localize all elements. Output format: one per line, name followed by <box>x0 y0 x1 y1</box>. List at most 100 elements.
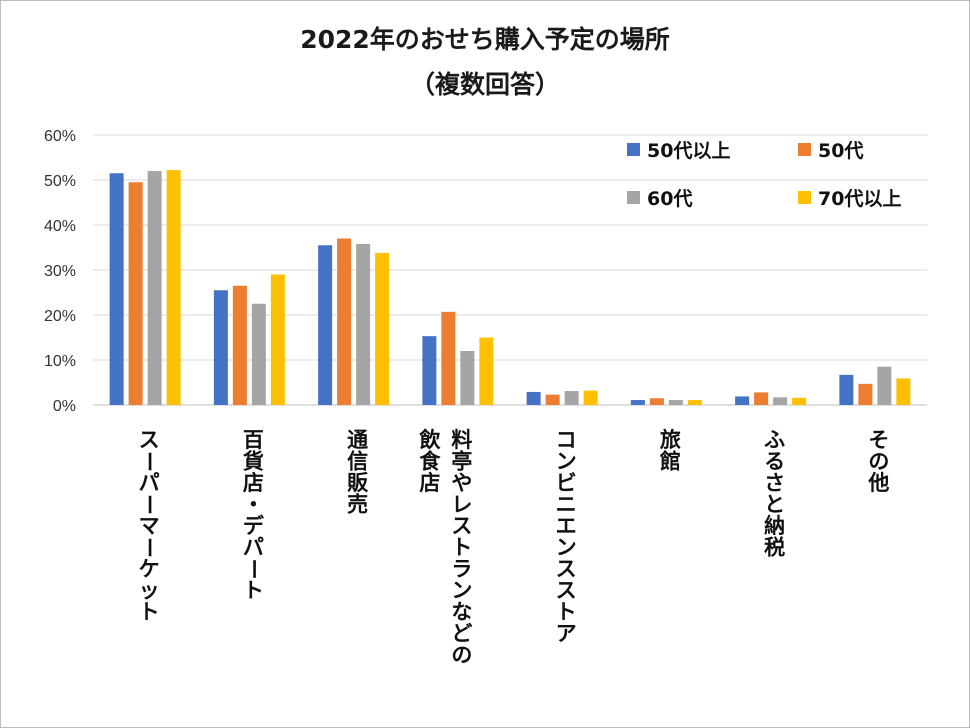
y-tick-label: 60% <box>44 128 76 145</box>
category-label-char: ト <box>243 579 264 603</box>
category-label-char: ス <box>556 557 577 581</box>
category-label-char: パ <box>243 536 264 560</box>
category-label-char: さ <box>764 471 785 495</box>
category-label-char: ー <box>241 559 265 580</box>
bar <box>526 391 541 405</box>
category-label-char: 貨 <box>243 450 264 474</box>
category-label-char: エ <box>556 514 577 538</box>
bar <box>232 285 247 405</box>
category-label-char: ふ <box>764 428 785 452</box>
bar <box>858 383 873 405</box>
category-label-char: ビ <box>556 471 577 495</box>
category-label-char: マ <box>139 514 160 538</box>
category-label-char: ー <box>137 537 161 558</box>
y-tick-label: 10% <box>44 353 76 370</box>
category-label-char: 百 <box>243 428 264 452</box>
y-tick-label: 20% <box>44 308 76 325</box>
bar <box>877 366 892 405</box>
bar <box>687 400 702 405</box>
category-label-char: の <box>451 643 472 667</box>
bar <box>147 171 162 405</box>
category-label-char: レ <box>451 493 472 517</box>
bar <box>545 394 560 405</box>
category-label-char: ン <box>556 450 577 474</box>
bar <box>251 303 266 405</box>
category-label-char: ト <box>556 600 577 624</box>
y-tick-label: 50% <box>44 173 76 190</box>
bar <box>773 397 788 405</box>
bar <box>564 391 579 405</box>
legend-swatch <box>798 143 811 156</box>
category-label-char: ト <box>139 600 160 624</box>
category-label-char: 税 <box>764 536 785 560</box>
category-label-char: 亭 <box>451 450 472 474</box>
category-label-char: ン <box>556 536 577 560</box>
bar <box>479 337 494 405</box>
category-label-char: パ <box>139 471 160 495</box>
category-label-char: 信 <box>347 450 368 474</box>
category-label-char: ス <box>139 428 160 452</box>
bar <box>422 336 437 405</box>
category-label-char: ス <box>451 514 472 538</box>
bar <box>583 390 598 405</box>
bar <box>128 182 143 405</box>
category-label-char: ン <box>451 579 472 603</box>
category-label-char: 店 <box>419 471 440 495</box>
category-label-char: 店 <box>243 471 264 495</box>
category-label-char: ト <box>451 536 472 560</box>
bar <box>375 252 390 405</box>
bar <box>337 238 352 405</box>
legend-swatch <box>627 143 640 156</box>
bar <box>460 351 475 405</box>
bar <box>213 290 228 405</box>
category-label-char: 販 <box>347 471 369 495</box>
bar <box>735 396 750 405</box>
category-label-char: デ <box>243 514 265 538</box>
chart-subtitle: （複数回答） <box>409 70 560 99</box>
category-label-char: ア <box>556 622 577 646</box>
category-label-char: 飲 <box>418 428 441 452</box>
bar <box>441 311 456 405</box>
category-label-char: ニ <box>556 493 577 517</box>
category-label-char: ラ <box>451 557 472 581</box>
category-label-char: ・ <box>243 493 264 517</box>
bar <box>649 398 664 405</box>
category-label-char: 料 <box>451 428 472 452</box>
bar <box>318 245 333 405</box>
legend-swatch <box>798 191 811 204</box>
category-label-char: の <box>868 450 889 474</box>
bar <box>356 243 371 405</box>
category-label-char: コ <box>556 428 577 452</box>
legend-label: 50代以上 <box>647 140 730 162</box>
category-label-char: 館 <box>660 450 681 474</box>
category-label-char: な <box>451 600 472 624</box>
category-label-char: 食 <box>419 450 441 474</box>
category-label-char: 売 <box>347 493 368 517</box>
category-label-char: る <box>764 450 785 474</box>
legend-label: 60代 <box>647 188 692 210</box>
category-label-char: 旅 <box>660 428 681 452</box>
category-label-char: ケ <box>139 557 160 581</box>
bar <box>896 378 911 405</box>
bar <box>754 392 769 405</box>
bar <box>109 173 124 405</box>
category-label-char: ッ <box>139 579 160 603</box>
legend-swatch <box>627 191 640 204</box>
chart-title: 2022年のおせち購入予定の場所 <box>300 25 670 54</box>
y-tick-label: 0% <box>53 398 76 415</box>
bar <box>630 400 645 405</box>
legend-label: 50代 <box>818 140 863 162</box>
bar <box>839 374 854 405</box>
y-tick-label: 30% <box>44 263 76 280</box>
category-label-char: と <box>764 493 785 517</box>
category-label-char: 納 <box>764 514 785 538</box>
category-label-char: 他 <box>867 471 889 495</box>
category-label-char: や <box>451 471 472 495</box>
category-label-char: 通 <box>347 428 368 452</box>
category-label-char: そ <box>868 428 889 452</box>
category-label-char: ス <box>556 579 577 603</box>
category-label-char: ー <box>137 451 161 472</box>
legend-label: 70代以上 <box>818 188 901 210</box>
y-tick-label: 40% <box>44 218 76 235</box>
